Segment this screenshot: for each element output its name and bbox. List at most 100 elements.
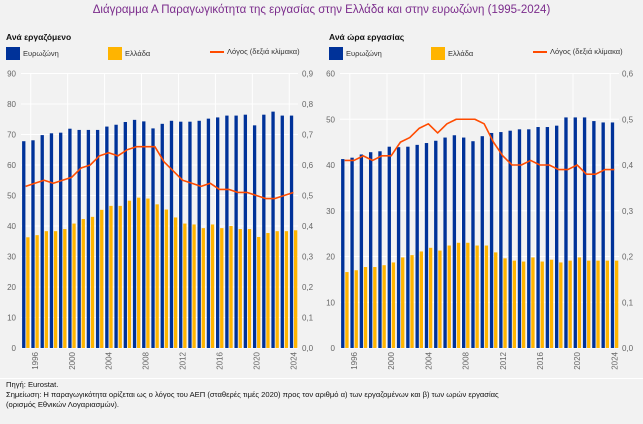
y-tick-label: 20 [326, 253, 335, 262]
bar-eurozone [252, 125, 257, 348]
bar-eurozone [206, 118, 211, 348]
bar-greece [127, 200, 132, 348]
bar-greece [146, 198, 150, 348]
bar-eurozone [22, 141, 26, 348]
bar-greece [484, 245, 489, 348]
bar-eurozone [555, 125, 559, 348]
x-tick-label: 2000 [387, 351, 396, 369]
bar-greece [201, 228, 205, 348]
y2-tick-label: 0,8 [302, 100, 314, 109]
bar-greece [410, 255, 414, 348]
ratio-line [25, 145, 294, 200]
bar-greece [354, 270, 358, 348]
y-tick-label: 50 [7, 192, 16, 201]
legend-label: Λόγος (δεξιά κλίμακα) [550, 47, 623, 56]
y2-tick-label: 0,4 [622, 161, 634, 170]
y2-tick-label: 0,6 [302, 161, 314, 170]
y2-tick-label: 0,5 [622, 115, 634, 124]
bar-greece [90, 216, 95, 348]
y-tick-label: 40 [326, 161, 335, 170]
bar-greece [173, 217, 178, 348]
y2-tick-label: 0,6 [622, 70, 634, 79]
y2-tick-label: 0,2 [622, 253, 634, 262]
bar-greece [53, 231, 58, 348]
legend-item-eurozone: Ευρωζώνη [6, 47, 59, 60]
bar-eurozone [188, 121, 192, 348]
ratio-line-swatch [210, 50, 224, 53]
bar-greece [183, 223, 187, 348]
bar-eurozone [508, 130, 512, 348]
bar-greece [382, 265, 386, 348]
bar-greece [568, 260, 572, 348]
bar-greece [475, 245, 479, 348]
bar-greece [428, 247, 433, 348]
x-tick-label: 1996 [31, 351, 40, 369]
bar-greece [438, 250, 442, 348]
bar-eurozone [151, 128, 155, 348]
legend-label: Ευρωζώνη [346, 49, 382, 58]
bar-greece [363, 267, 368, 348]
bar-eurozone [132, 119, 137, 348]
bar-eurozone [369, 152, 373, 348]
y2-tick-label: 0,5 [302, 192, 314, 201]
bar-eurozone [262, 114, 266, 348]
x-tick-label: 2012 [499, 351, 508, 369]
bar-greece [456, 242, 461, 348]
bar-greece [109, 205, 113, 348]
bar-eurozone [489, 132, 494, 348]
bar-eurozone [387, 146, 391, 348]
bar-eurozone [86, 129, 91, 348]
x-tick-label: 2008 [462, 351, 471, 369]
bar-greece [192, 224, 196, 348]
bar-greece [494, 252, 498, 348]
note-text-line2: (ορισμός Εθνικών Λογαριασμών). [6, 400, 120, 409]
bar-eurozone [406, 146, 410, 348]
bar-greece [220, 228, 224, 348]
x-tick-label: 2004 [105, 351, 114, 369]
bar-greece [540, 261, 544, 348]
legend-item-ratio: Λόγος (δεξιά κλίμακα) [533, 47, 623, 56]
bar-eurozone [424, 143, 429, 348]
bar-eurozone [280, 115, 284, 348]
bar-greece [137, 197, 141, 348]
bar-eurozone [160, 123, 164, 348]
bar-greece [229, 226, 233, 348]
y2-tick-label: 0,3 [302, 253, 314, 262]
bar-eurozone [601, 122, 605, 348]
bar-eurozone [471, 141, 475, 348]
legend-item-ratio: Λόγος (δεξιά κλίμακα) [210, 47, 300, 56]
x-tick-label: 2012 [179, 351, 188, 369]
bar-greece [466, 242, 470, 348]
bar-eurozone [169, 120, 174, 349]
bar-greece [72, 223, 76, 348]
bar-greece [521, 261, 526, 348]
x-tick-label: 2024 [289, 351, 298, 369]
y2-tick-label: 0,9 [302, 70, 314, 79]
y-tick-label: 30 [326, 207, 335, 216]
bar-eurozone [452, 135, 457, 348]
bar-eurozone [225, 115, 229, 348]
bar-greece [293, 230, 298, 348]
footer-divider [0, 378, 643, 379]
bar-eurozone [573, 117, 577, 348]
bar-eurozone [49, 133, 54, 348]
bar-greece [605, 260, 609, 348]
legend-label: Ευρωζώνη [23, 49, 59, 58]
bar-eurozone [415, 144, 419, 348]
bar-greece [419, 251, 423, 348]
bar-eurozone [142, 121, 146, 348]
bar-eurozone [215, 117, 220, 348]
bar-greece [549, 259, 554, 348]
eurozone-swatch [329, 47, 343, 60]
y2-tick-label: 0,1 [622, 298, 634, 307]
y2-tick-label: 0,4 [302, 222, 314, 231]
greece-swatch [108, 47, 122, 60]
bar-eurozone [179, 121, 183, 348]
bar-eurozone [123, 121, 127, 348]
y-tick-label: 20 [7, 283, 16, 292]
left-panel-title: Ανά εργαζόμενο [6, 32, 72, 42]
figure-title: Διάγραμμα Α Παραγωγικότητα της εργασίας … [92, 4, 551, 16]
bar-greece [401, 257, 405, 348]
y-tick-label: 0 [12, 344, 17, 353]
bar-greece [118, 205, 122, 348]
